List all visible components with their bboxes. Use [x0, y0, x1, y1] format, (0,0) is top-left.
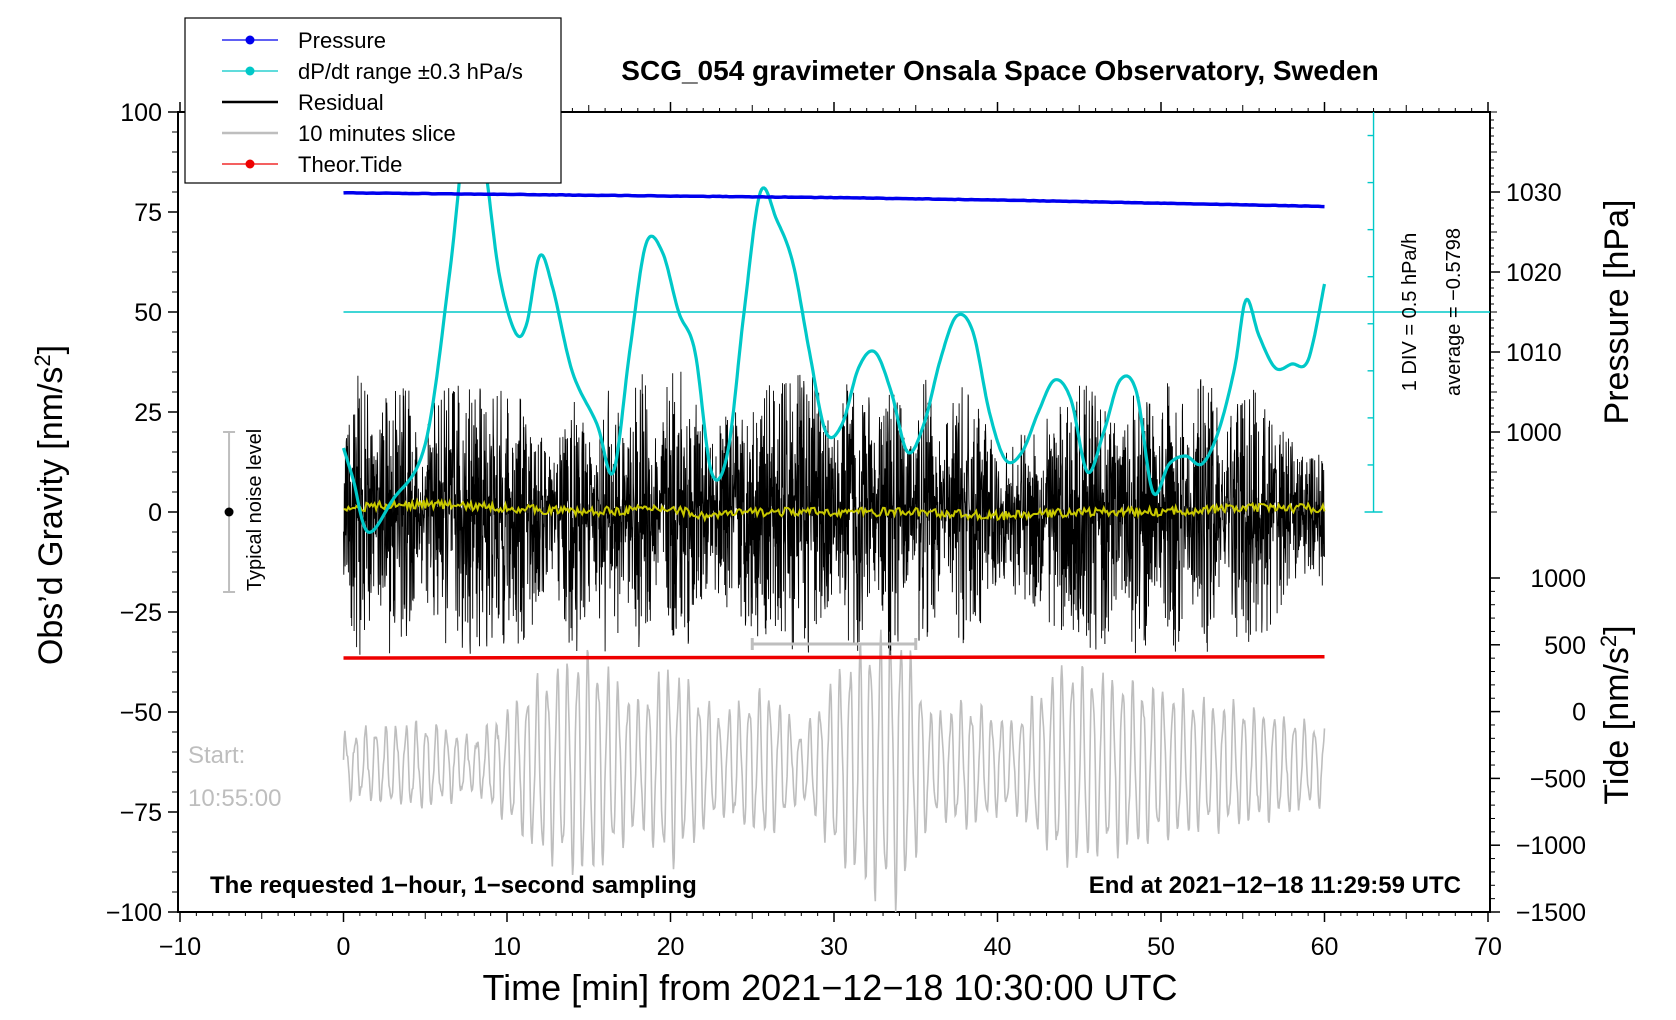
data-layer [223, 112, 1490, 913]
legend-label: Theor.Tide [298, 152, 402, 177]
tide-axis-label-main: Tide [nm/s [1598, 647, 1636, 804]
y-axis-tick-label: −25 [120, 599, 162, 627]
legend-marker [245, 159, 255, 169]
legend: Pressure dP/dt range ±0.3 hPa/s Residual 10… [184, 17, 562, 184]
tide-axis-tick-label: −1000 [1516, 832, 1586, 860]
y-axis-tick-label: 0 [148, 499, 162, 527]
legend-label: 10 minutes slice [298, 121, 456, 146]
y-axis-tick-label: −100 [106, 899, 162, 927]
legend-marker [245, 35, 255, 45]
slice-series-line [342, 629, 1326, 913]
x-axis-tick-label: 60 [1311, 933, 1339, 961]
end-time-label: End at 2021−12−18 11:29:59 UTC [1089, 872, 1461, 899]
tide-axis-tick-label: −1500 [1516, 899, 1586, 927]
pressure-axis-label: Pressure [hPa] [1598, 200, 1636, 425]
pressure-axis-tick-label: 1000 [1506, 419, 1562, 447]
axis-layer: −10 0 10 20 30 40 50 60 701007550250−25−50−75−10… [106, 99, 1586, 961]
legend-label: Pressure [298, 28, 386, 53]
pressure-axis-tick-label: 1010 [1506, 339, 1562, 367]
x-axis-label: Time [min] from 2021−12−18 10:30:00 UTC [482, 967, 1177, 1008]
chart-title: SCG_054 gravimeter Onsala Space Observat… [621, 55, 1378, 86]
start-time-label: 10:55:00 [188, 785, 281, 812]
tide-axis-label-sup: 2 [1596, 635, 1621, 647]
noise-level-label: Typical noise level [244, 429, 266, 591]
x-axis-tick-label: 40 [984, 933, 1012, 961]
y-axis-tick-label: −75 [120, 799, 162, 827]
tide-axis-tick-label: 0 [1572, 699, 1586, 727]
x-axis-tick-label: 70 [1474, 933, 1502, 961]
requested-sampling-label: The requested 1−hour, 1−second sampling [210, 872, 697, 899]
theoretical-tide-line [343, 655, 1325, 660]
legend-label: dP/dt range ±0.3 hPa/s [298, 59, 523, 84]
dpdt-series-line [341, 121, 1327, 535]
tide-axis-tick-label: 500 [1544, 632, 1586, 660]
div-scale-label: 1 DIV = 0.5 hPa/h [1399, 233, 1421, 391]
x-axis-tick-label: 0 [337, 933, 351, 961]
y-axis-label-left-sup: 2 [30, 354, 55, 366]
average-label: average = −0.5798 [1443, 228, 1465, 396]
pressure-axis-tick-label: 1030 [1506, 179, 1562, 207]
filtered-residual-line [343, 497, 1326, 523]
y-axis-label-left-main: Obs’d Gravity [nm/s [32, 367, 70, 666]
tide-axis-tick-label: 1000 [1530, 565, 1586, 593]
x-axis-tick-label: 50 [1147, 933, 1175, 961]
y-axis-label-left-close: ] [32, 345, 70, 354]
x-axis-tick-label: −10 [159, 933, 201, 961]
y-axis-tick-label: 75 [134, 199, 162, 227]
legend-label: Residual [298, 90, 384, 115]
noise-level-dot [224, 507, 234, 517]
tide-axis-tick-label: −500 [1530, 765, 1586, 793]
y-axis-tick-label: 100 [120, 99, 162, 127]
x-axis-tick-label: 20 [657, 933, 685, 961]
residual-series-line [343, 371, 1325, 656]
legend-marker [245, 66, 255, 76]
x-axis-tick-label: 10 [493, 933, 521, 961]
x-axis-tick-label: 30 [820, 933, 848, 961]
y-axis-tick-label: −50 [120, 699, 162, 727]
tide-axis-label: Tide [nm/s2] [1596, 625, 1637, 804]
pressure-axis-tick-label: 1020 [1506, 259, 1562, 287]
legend-box [184, 17, 562, 184]
start-label: Start: [188, 742, 245, 769]
tide-axis-label-close: ] [1598, 625, 1636, 634]
pressure-series-line [343, 190, 1325, 209]
y-axis-tick-label: 25 [134, 399, 162, 427]
y-axis-tick-label: 50 [134, 299, 162, 327]
y-axis-label-left: Obs’d Gravity [nm/s2] [30, 345, 71, 665]
